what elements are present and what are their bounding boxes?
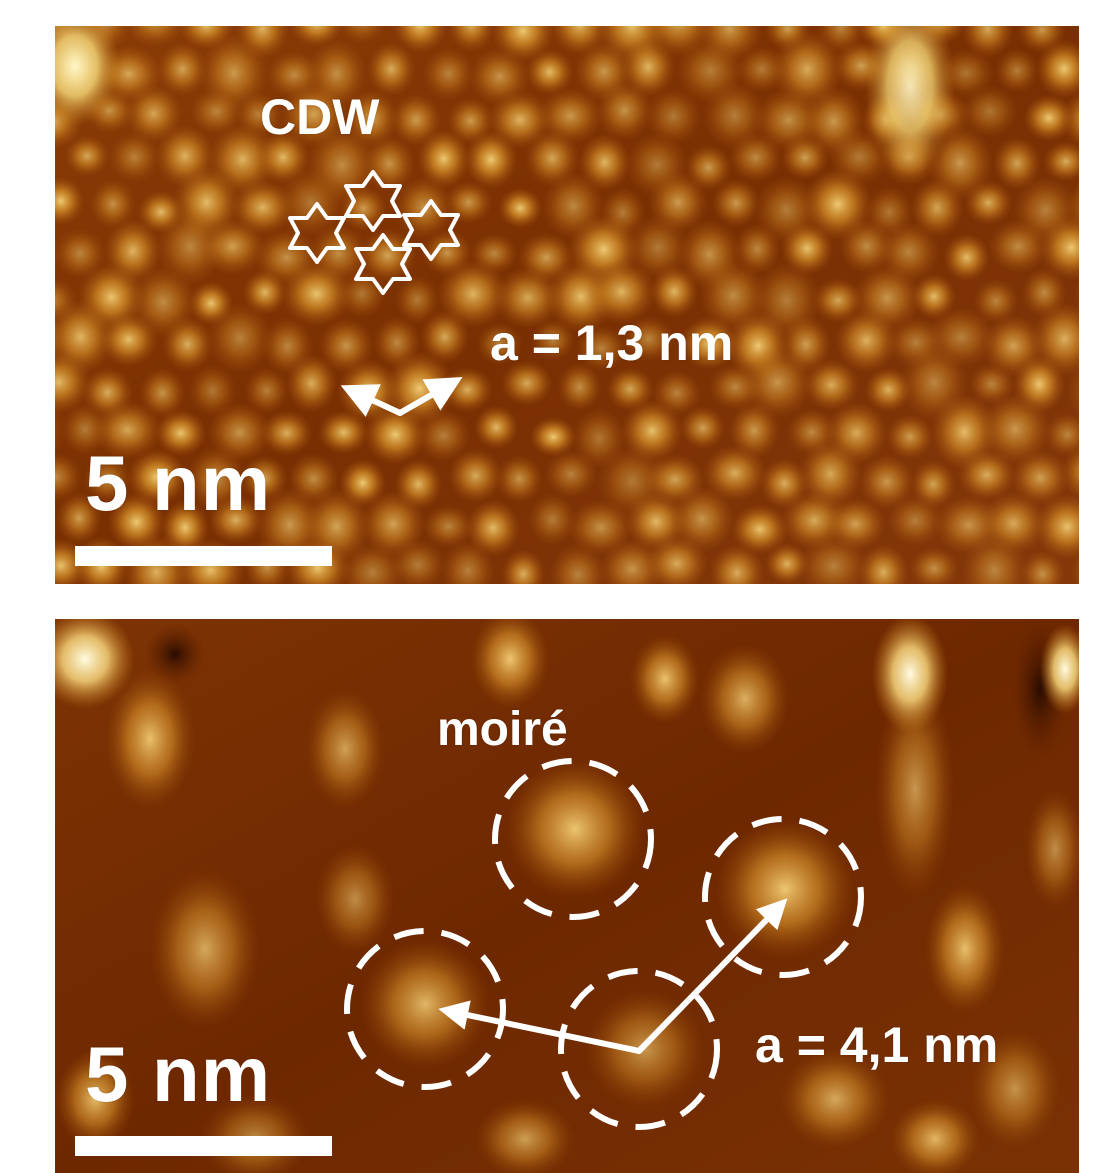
star-icon	[354, 233, 412, 295]
cdw-topography	[55, 26, 1079, 584]
moire-dashed-circles	[344, 758, 864, 1130]
moire-annotation-layer	[344, 758, 864, 1130]
moire-lattice-constant: a = 4,1 nm	[755, 1017, 999, 1073]
star-of-david-markers	[288, 170, 460, 295]
star-icon	[402, 199, 460, 261]
cdw-lattice-arrows	[340, 377, 463, 417]
moire-lattice-arrows	[438, 898, 788, 1054]
cdw-label: CDW	[260, 89, 380, 145]
arrow-icon	[636, 898, 788, 1054]
top-scale-bar	[75, 546, 332, 566]
star-icon	[344, 170, 402, 232]
cdw-annotation-layer	[288, 170, 463, 417]
cdw-lattice-constant: a = 1,3 nm	[490, 315, 734, 371]
arrow-icon	[340, 384, 403, 417]
dashed-circle-icon	[558, 968, 720, 1130]
arrow-icon	[397, 377, 463, 416]
moire-stm-image: moiré a = 4,1 nm 5 nm	[55, 619, 1079, 1173]
moire-label: moiré	[437, 703, 568, 756]
bottom-scale-label: 5 nm	[85, 1030, 272, 1118]
dashed-circle-icon	[702, 816, 864, 978]
star-icon	[288, 202, 346, 264]
dashed-circle-icon	[492, 758, 654, 920]
top-scale-label: 5 nm	[85, 439, 272, 527]
bottom-scale-bar	[75, 1136, 332, 1156]
arrow-icon	[438, 1000, 642, 1054]
dashed-circle-icon	[344, 928, 506, 1090]
cdw-stm-image: CDW a = 1,3 nm 5 nm	[55, 26, 1079, 584]
